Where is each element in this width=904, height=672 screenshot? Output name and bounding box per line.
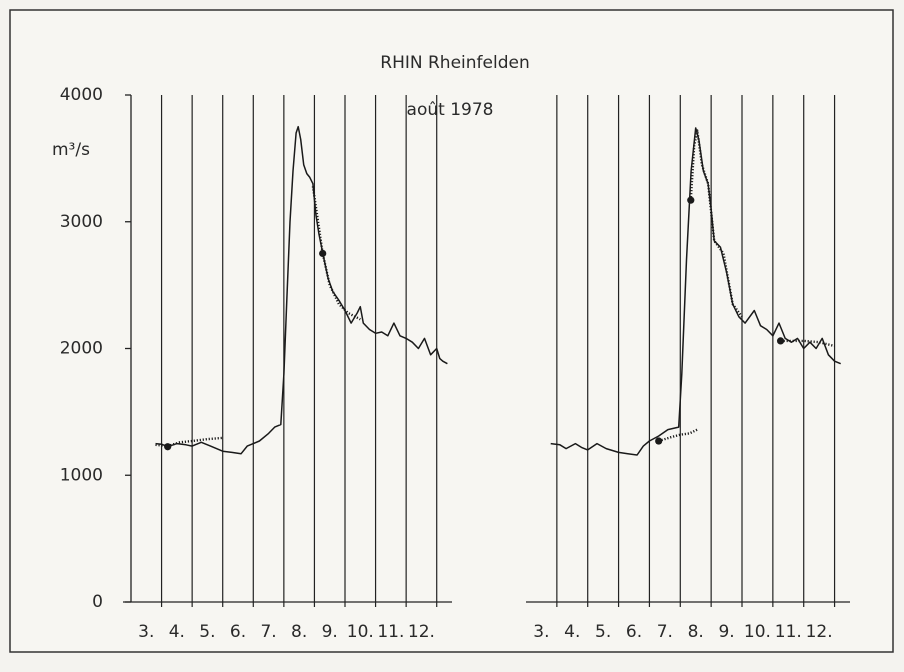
x-tick-label: 8. [291,622,307,642]
data-point [655,437,663,445]
observed-line [155,125,448,455]
data-point [687,196,695,204]
x-tick-label: 11. [775,622,802,642]
y-tick-label: 2000 [60,339,103,359]
x-tick-label: 8. [688,622,704,642]
x-tick-label: 9. [322,622,338,642]
x-tick-label: 12. [408,622,435,642]
x-tick-label: 3. [138,622,154,642]
data-point [776,337,785,345]
y-axis-label: m³/s [52,140,90,160]
x-tick-label: 6. [626,622,642,642]
chart-subtitle: août 1978 [407,100,494,120]
data-point [164,443,172,451]
y-tick-label: 1000 [60,465,103,485]
y-tick-label: 4000 [60,85,103,105]
x-tick-label: 7. [657,622,673,642]
forecast-line [155,186,361,448]
data-point [319,249,327,258]
x-tick-label: 11. [377,622,404,642]
forecast-line [658,129,835,443]
y-tick-label: 0 [92,592,103,612]
x-tick-label: 3. [533,622,549,642]
x-tick-label: 5. [199,622,215,642]
observed-line [550,127,841,456]
x-tick-label: 4. [169,622,185,642]
x-tick-label: 4. [564,622,580,642]
y-tick-label: 3000 [60,212,103,232]
x-tick-label: 10. [744,622,771,642]
frame [9,9,894,653]
x-tick-label: 7. [260,622,276,642]
x-tick-label: 6. [230,622,246,642]
x-tick-label: 5. [595,622,611,642]
chart-title: RHIN Rheinfelden [380,53,529,73]
x-tick-label: 10. [347,622,374,642]
x-tick-label: 12. [806,622,833,642]
x-tick-label: 9. [718,622,734,642]
